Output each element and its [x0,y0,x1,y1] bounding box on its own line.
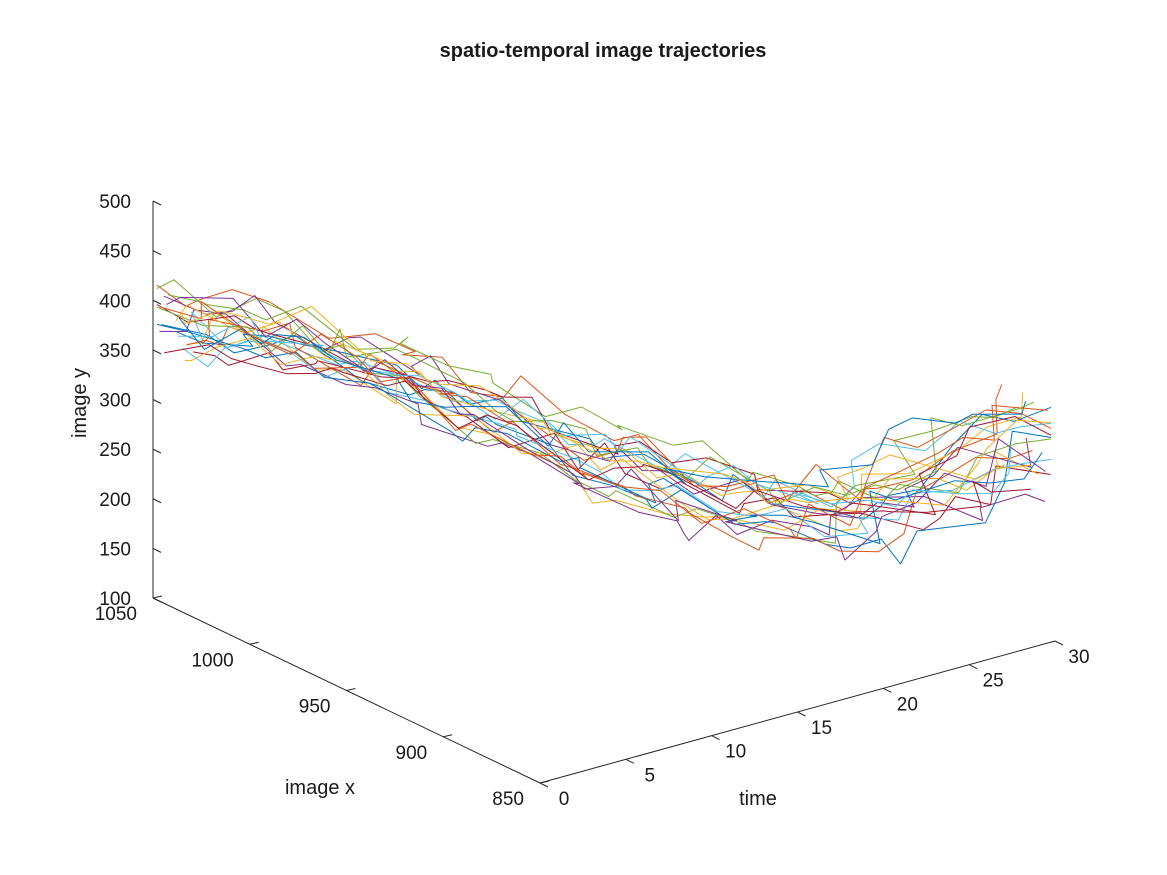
trajectory-line [176,331,1052,565]
time-tick-mark [711,735,720,741]
time-tick-label: 30 [1068,647,1089,668]
imagey-tick-label: 150 [99,539,131,560]
imagex-tick-mark [346,688,356,691]
imagey-tick-label: 450 [99,242,131,263]
imagex-tick-label: 1000 [191,650,233,671]
z-axis-label: image y [69,368,91,438]
trajectory-line [159,301,1048,540]
imagey-tick-mark [152,399,162,404]
x-axis-label: time [739,788,777,810]
imagey-tick-mark [152,448,162,454]
imagey-tick-label: 250 [99,440,131,461]
imagex-tick-mark [152,595,163,599]
trajectory-line [159,309,1046,541]
imagey-tick-mark [152,349,162,355]
imagey-tick-mark [152,597,162,603]
time-tick-mark [1054,640,1064,646]
trajectory-line [168,294,1052,502]
imagex-tick-label: 1050 [95,604,137,625]
trajectory-line [191,311,1052,508]
time-tick-mark [968,664,978,670]
time-tick-mark [625,758,635,764]
imagey-tick-mark [152,200,162,206]
trajectory-line [166,296,1046,561]
trajectory-line [186,325,1052,502]
trajectory-line [164,344,1031,514]
imagey-tick-mark [152,299,162,305]
time-tick-label: 0 [559,789,570,810]
time-tick-label: 10 [725,742,746,763]
time-tick-mark [797,711,806,717]
imagey-tick-mark [152,547,162,553]
trajectory-line [156,284,1003,511]
imagex-tick-mark [539,780,550,784]
imagey-tick-label: 400 [99,291,131,312]
imagey-tick-mark [152,250,162,256]
trajectory-line [178,317,1026,488]
imagey-tick-label: 500 [99,192,131,213]
imagey-tick-label: 200 [99,490,131,511]
trajectory-line [175,304,1032,500]
y-axis-label: image x [285,777,355,799]
imagex-tick-label: 950 [299,697,331,718]
chart-title: spatio-temporal image trajectories [440,40,767,62]
trajectory-line [182,340,1052,538]
imagex-tick-mark [249,641,259,645]
imagey-tick-label: 350 [99,341,131,362]
imagey-tick-mark [152,498,162,504]
time-tick-label: 5 [645,765,656,786]
trajectory-line [192,351,1051,531]
trajectory-line [201,318,1033,553]
trajectory-line [181,306,1052,506]
trajectory-line [156,323,1043,545]
time-tick-mark [883,687,892,693]
imagey-tick-label: 300 [99,391,131,412]
time-tick-label: 25 [983,671,1004,692]
time-tick-label: 15 [811,718,832,739]
trajectory-line [156,304,1052,516]
time-tick-mark [539,782,549,788]
imagex-tick-label: 900 [396,743,428,764]
time-tick-label: 20 [897,694,918,715]
imagex-tick-mark [443,734,453,738]
trajectories [156,279,1052,565]
imagex-tick-label: 850 [492,789,524,810]
axes [152,200,1064,788]
imagey-tick-label: 100 [99,589,131,610]
trajectory-line [156,279,1017,544]
